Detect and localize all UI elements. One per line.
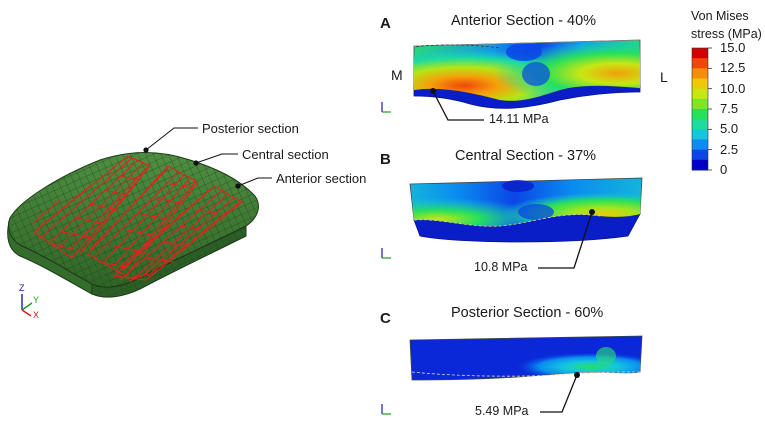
section-b-contour [409, 177, 643, 269]
legend-tick-label: 15.0 [720, 40, 746, 55]
legend-swatch [692, 109, 708, 120]
central-section-label: Central section [242, 147, 329, 162]
posterior-marker-dot [143, 147, 149, 153]
legend-swatch [692, 129, 708, 140]
xyz-triad-icon [21, 294, 33, 317]
panel-c-letter: C [380, 310, 391, 327]
section-c-contour [409, 335, 643, 413]
fibre-anterior [112, 185, 243, 283]
triad-x-label: X [33, 310, 40, 320]
anterior-section-label: Anterior section [276, 171, 367, 186]
triad-y-label: Y [33, 295, 40, 305]
panel-a-letter: A [380, 15, 391, 32]
panel-b-title: Central Section - 37% [455, 148, 597, 164]
legend-tick-label: 7.5 [720, 101, 739, 116]
legend-swatch [692, 48, 708, 59]
legend-tick-label: 2.5 [720, 141, 739, 157]
legend-swatch [692, 88, 708, 100]
panel-c-title: Posterior Section - 60% [451, 305, 604, 321]
panel-a-peak-value: 14.11 MPa [489, 112, 549, 126]
legend-tick-label: 5.0 [720, 121, 739, 137]
legend-color-bar [691, 47, 712, 171]
mesh-leaders [145, 127, 272, 187]
legend-title-line2: stress (MPa) [691, 27, 762, 41]
legend-swatch [692, 119, 708, 130]
panel-a-title: Anterior Section - 40% [451, 13, 597, 29]
legend-swatch [692, 68, 708, 79]
fibre-central [87, 165, 199, 277]
legend-tick-label: 12.5 [720, 60, 746, 76]
panel-c-triad-icon [381, 404, 391, 415]
posterior-section-label: Posterior section [202, 121, 299, 136]
panel-a-lateral-label: L [660, 69, 668, 85]
fibre-posterior [31, 155, 151, 259]
panel-a-triad-icon [381, 102, 391, 113]
legend-tick-label: 0 [720, 162, 728, 177]
meniscus-mesh [7, 127, 272, 317]
panel-b-peak-value: 10.8 MPa [474, 260, 528, 274]
legend-swatch [692, 78, 708, 90]
legend-swatch [692, 149, 708, 161]
panel-b-letter: B [380, 151, 391, 168]
legend-title-line1: Von Mises [691, 9, 749, 23]
panel-b-triad-icon [381, 248, 391, 259]
panel-c-peak-value: 5.49 MPa [475, 404, 529, 418]
triad-z-label: Z [19, 283, 25, 293]
legend-swatch [692, 159, 708, 171]
legend-swatch [692, 139, 708, 151]
anterior-marker-dot [235, 183, 241, 189]
legend-tick-label: 10.0 [720, 80, 746, 96]
panel-a-medial-label: M [391, 67, 403, 83]
section-a-contour [413, 39, 641, 121]
legend-swatch [692, 58, 708, 69]
central-marker-dot [193, 160, 199, 166]
legend-swatch [692, 98, 708, 110]
